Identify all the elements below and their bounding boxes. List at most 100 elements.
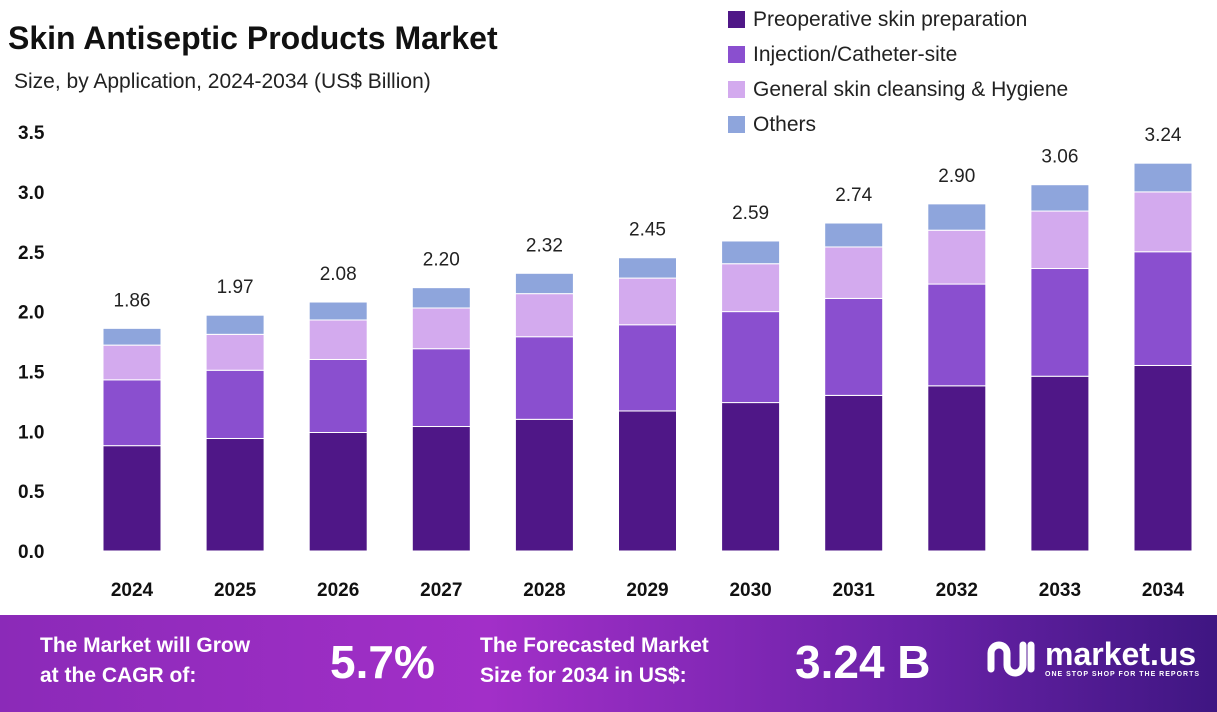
x-tick-label: 2024	[111, 580, 154, 601]
logo-mark-icon	[987, 641, 1035, 677]
bar-segment-2032-2	[927, 229, 987, 285]
bar-segment-2028-0	[514, 418, 574, 552]
brand-name: market.us	[1045, 635, 1197, 672]
bar-segment-2031-1	[824, 297, 884, 396]
bar-segment-2027-3	[411, 287, 471, 309]
footer-banner: The Market will Grow at the CAGR of: 5.7%…	[0, 615, 1217, 712]
y-tick-label: 2.0	[18, 303, 44, 324]
bar-segment-2030-3	[721, 240, 781, 265]
legend-label: Others	[753, 112, 817, 136]
bar-segment-2033-1	[1030, 268, 1090, 377]
bar-segment-2028-2	[514, 293, 574, 338]
bar-segment-2024-1	[102, 379, 162, 447]
total-label: 2.45	[629, 220, 666, 241]
total-label: 3.24	[1145, 125, 1182, 146]
bar-segment-2033-0	[1030, 375, 1090, 552]
x-tick-label: 2027	[420, 580, 462, 601]
forecast-label-line1: The Forecasted Market	[480, 634, 709, 657]
bar-segment-2025-0	[205, 437, 265, 552]
cagr-label-line2: at the CAGR of:	[40, 664, 197, 687]
bar-segment-2027-1	[411, 348, 471, 428]
total-label: 2.20	[423, 250, 460, 271]
x-tick-label: 2032	[936, 580, 978, 601]
y-tick-label: 2.5	[18, 243, 45, 264]
bar-segment-2032-3	[927, 203, 987, 231]
total-label: 2.59	[732, 203, 769, 224]
x-tick-label: 2025	[214, 580, 257, 601]
total-label: 2.32	[526, 235, 563, 256]
y-tick-label: 1.5	[18, 362, 45, 383]
x-tick-label: 2026	[317, 580, 359, 601]
legend-item: General skin cleansing & Hygiene	[728, 72, 1068, 107]
bar-segment-2029-0	[618, 410, 677, 552]
bar-segment-2024-2	[102, 344, 162, 381]
x-tick-label: 2031	[833, 580, 876, 601]
bar-segment-2034-1	[1133, 251, 1193, 366]
x-tick-label: 2028	[523, 580, 565, 601]
legend-swatch	[728, 81, 745, 98]
cagr-label-line1: The Market will Grow	[40, 634, 251, 657]
bar-segment-2031-2	[824, 246, 884, 299]
bar-segment-2027-2	[411, 307, 471, 350]
bar-segment-2025-3	[205, 314, 265, 335]
bar-segment-2030-1	[721, 311, 781, 404]
market-us-logo: market.us ONE STOP SHOP FOR THE REPORTS	[985, 635, 1200, 679]
cagr-value: 5.7%	[330, 636, 435, 688]
x-tick-label: 2034	[1142, 580, 1185, 601]
bar-segment-2028-3	[514, 272, 574, 295]
legend-label: Preoperative skin preparation	[753, 7, 1028, 31]
bar-segment-2027-0	[411, 426, 471, 552]
bar-segment-2028-1	[514, 336, 574, 420]
bar-segment-2026-2	[308, 319, 368, 360]
bar-segment-2034-0	[1133, 364, 1193, 552]
bar-segment-2029-3	[618, 257, 677, 279]
legend-item: Injection/Catheter-site	[728, 37, 1068, 72]
bar-segment-2031-0	[824, 394, 884, 552]
total-label: 1.86	[114, 290, 151, 311]
stacked-bar-chart: 0.0 0.5 1.0 1.5 2.0 2.5 3.0 3.5 1.86 2024 1.97 2025…	[18, 123, 1193, 601]
y-tick-label: 3.0	[18, 183, 44, 204]
legend-swatch	[728, 46, 745, 63]
bar-segment-2031-3	[824, 222, 884, 248]
bar-segment-2024-0	[102, 445, 162, 552]
x-tick-label: 2029	[626, 580, 668, 601]
bar-segment-2026-1	[308, 358, 368, 433]
y-tick-label: 0.0	[18, 542, 44, 563]
total-label: 2.74	[835, 185, 872, 206]
y-tick-label: 0.5	[18, 482, 45, 503]
bar-segment-2030-0	[721, 402, 781, 552]
y-tick-label: 3.5	[18, 123, 45, 144]
bar-segment-2034-3	[1133, 162, 1193, 193]
forecast-value: 3.24 B	[795, 636, 931, 688]
bar-segment-2032-1	[927, 283, 987, 387]
legend: Preoperative skin preparation Injection/C…	[728, 2, 1068, 142]
chart-title: Skin Antiseptic Products Market	[8, 20, 498, 56]
legend-item: Others	[728, 107, 1068, 142]
bar-segment-2034-2	[1133, 191, 1193, 253]
bar-segment-2029-2	[618, 277, 677, 326]
chart-subtitle: Size, by Application, 2024-2034 (US$ Bil…	[14, 70, 431, 93]
bar-segment-2033-3	[1030, 184, 1090, 212]
bar-segment-2033-2	[1030, 210, 1090, 270]
bar-segment-2026-0	[308, 431, 368, 552]
legend-label: General skin cleansing & Hygiene	[753, 77, 1069, 101]
total-label: 2.90	[938, 166, 975, 187]
forecast-label-line2: Size for 2034 in US$:	[480, 664, 687, 687]
bar-segment-2024-3	[102, 327, 162, 346]
legend-item: Preoperative skin preparation	[728, 2, 1068, 37]
bar-segment-2025-1	[205, 369, 265, 439]
x-tick-label: 2033	[1039, 580, 1081, 601]
bar-segment-2026-3	[308, 301, 368, 321]
bar-segment-2029-1	[618, 324, 677, 412]
total-label: 1.97	[217, 277, 254, 298]
total-label: 3.06	[1041, 147, 1078, 168]
bar-segment-2025-2	[205, 333, 265, 371]
total-label: 2.08	[320, 264, 357, 285]
legend-swatch	[728, 11, 745, 28]
legend-label: Injection/Catheter-site	[753, 42, 958, 66]
brand-tagline: ONE STOP SHOP FOR THE REPORTS	[1045, 670, 1201, 678]
cagr-label: The Market will Grow at the CAGR of:	[40, 631, 250, 691]
y-tick-label: 1.0	[18, 422, 44, 443]
bar-segment-2030-2	[721, 263, 781, 313]
bar-segment-2032-0	[927, 385, 987, 552]
